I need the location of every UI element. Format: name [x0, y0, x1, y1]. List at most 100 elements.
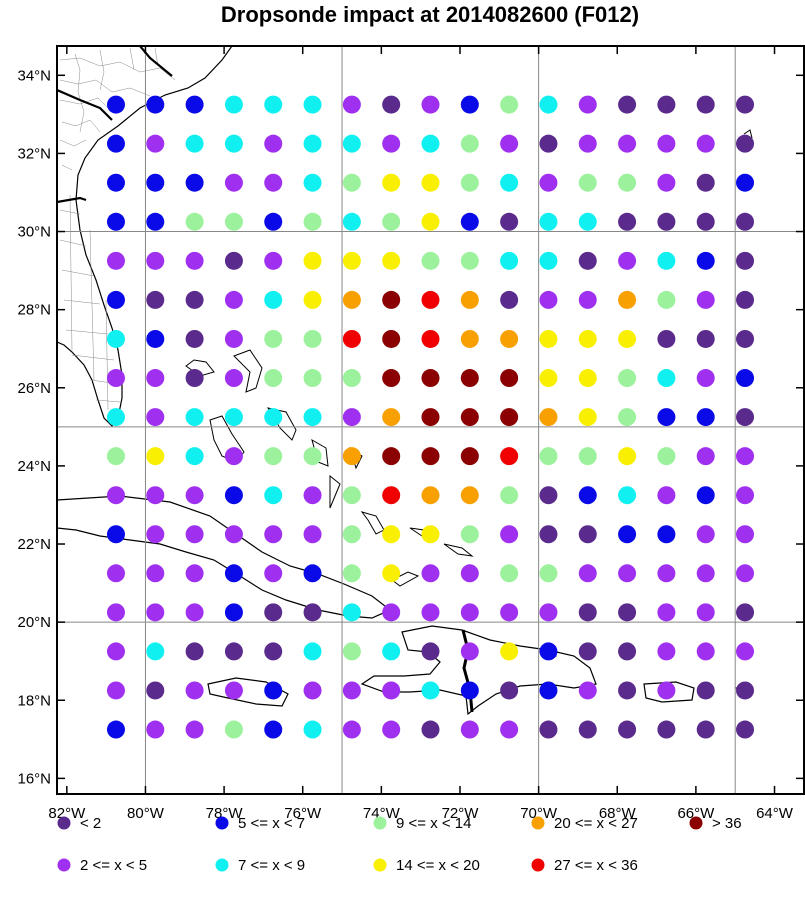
impact-dot	[618, 681, 637, 700]
impact-dot	[539, 486, 558, 505]
y-tick-label: 18°N	[17, 692, 51, 709]
impact-dot	[460, 447, 479, 466]
x-tick-label: 64°W	[756, 805, 794, 822]
impact-dot	[657, 720, 676, 739]
legend-entry: 5 <= x < 7	[215, 815, 305, 832]
axis-ticks	[57, 46, 804, 794]
y-tick-label: 16°N	[17, 770, 51, 787]
impact-dot	[696, 369, 715, 388]
impact-dot	[657, 251, 676, 270]
impact-dot	[224, 408, 243, 427]
impact-dot	[146, 329, 165, 348]
legend-swatch	[373, 816, 387, 830]
impact-dot	[146, 290, 165, 309]
impact-dot	[696, 486, 715, 505]
impact-dot	[264, 290, 283, 309]
impact-dot	[539, 95, 558, 114]
impact-dot	[421, 720, 440, 739]
impact-dot	[382, 408, 401, 427]
impact-dot	[460, 408, 479, 427]
impact-dot	[460, 642, 479, 661]
bermuda-island	[743, 129, 753, 139]
impact-dot	[303, 720, 322, 739]
impact-dot	[421, 447, 440, 466]
impact-dot	[618, 525, 637, 544]
x-tick-label: 68°W	[599, 805, 637, 822]
impact-dot	[618, 564, 637, 583]
impact-dot	[618, 95, 637, 114]
impact-dot	[146, 369, 165, 388]
impact-dot	[500, 290, 519, 309]
impact-dot	[460, 134, 479, 153]
impact-dot	[421, 369, 440, 388]
impact-dot	[578, 486, 597, 505]
impact-dot	[500, 681, 519, 700]
impact-dot	[421, 681, 440, 700]
impact-dot	[382, 173, 401, 192]
impact-dot	[185, 212, 204, 231]
impact-dot	[342, 486, 361, 505]
impact-dot	[382, 564, 401, 583]
impact-dot	[736, 486, 755, 505]
impact-dot	[421, 525, 440, 544]
impact-dot	[618, 720, 637, 739]
impact-dot	[146, 564, 165, 583]
legend-label: 27 <= x < 36	[554, 857, 638, 874]
legend-swatch	[531, 816, 545, 830]
impact-dot	[578, 408, 597, 427]
impact-dot	[224, 95, 243, 114]
impact-dot	[460, 486, 479, 505]
impact-dot	[618, 134, 637, 153]
impact-dot	[146, 134, 165, 153]
impact-dot	[539, 369, 558, 388]
hispaniola-island	[360, 625, 597, 716]
impact-dot	[106, 720, 125, 739]
impact-dot	[500, 369, 519, 388]
impact-dot	[342, 720, 361, 739]
impact-dot	[106, 134, 125, 153]
impact-dot	[106, 290, 125, 309]
impact-dot	[539, 134, 558, 153]
y-tick-label: 26°N	[17, 380, 51, 397]
impact-dot	[500, 447, 519, 466]
impact-dot	[342, 251, 361, 270]
impact-dot	[696, 251, 715, 270]
impact-dot	[657, 564, 676, 583]
impact-dot	[657, 134, 676, 153]
impact-dot	[185, 95, 204, 114]
impact-dot	[185, 329, 204, 348]
impact-dot	[146, 173, 165, 192]
impact-dot	[618, 290, 637, 309]
impact-dot	[224, 134, 243, 153]
impact-dot	[460, 720, 479, 739]
impact-dot	[224, 212, 243, 231]
impact-dot	[696, 408, 715, 427]
impact-dot	[342, 212, 361, 231]
impact-dot	[618, 173, 637, 192]
impact-dot	[303, 642, 322, 661]
impact-dot	[500, 408, 519, 427]
impact-dot	[342, 134, 361, 153]
impact-dot	[224, 251, 243, 270]
impact-dot	[539, 447, 558, 466]
impact-dot	[185, 720, 204, 739]
impact-dot	[657, 173, 676, 192]
impact-dot	[224, 290, 243, 309]
impact-dot	[146, 447, 165, 466]
impact-dot	[657, 486, 676, 505]
impact-dot	[342, 525, 361, 544]
impact-dot	[578, 134, 597, 153]
impact-dot	[342, 408, 361, 427]
impact-dot	[382, 95, 401, 114]
impact-dot	[303, 173, 322, 192]
legend-swatch	[57, 858, 71, 872]
impact-dot	[146, 681, 165, 700]
impact-dot	[342, 95, 361, 114]
impact-dot	[500, 642, 519, 661]
legend-entry: 27 <= x < 36	[531, 857, 638, 874]
impact-dot	[460, 603, 479, 622]
impact-dot	[657, 525, 676, 544]
impact-dot	[106, 95, 125, 114]
impact-dot	[382, 642, 401, 661]
impact-dot	[146, 720, 165, 739]
